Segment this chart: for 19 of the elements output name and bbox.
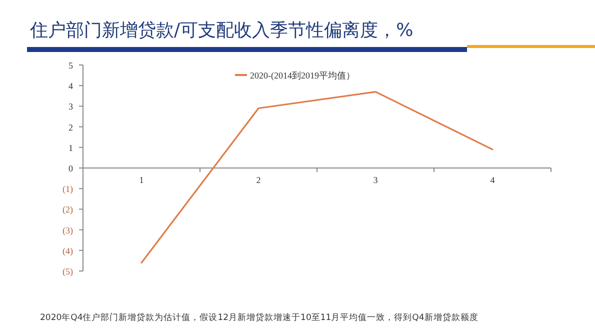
y-tick-label: 5 [68, 60, 74, 70]
y-tick-label: (5) [62, 266, 73, 276]
y-tick-label: 2 [68, 122, 73, 132]
x-tick-label: 4 [490, 175, 496, 185]
y-tick-label: 0 [68, 164, 74, 174]
y-tick-label: 1 [68, 142, 73, 153]
y-tick-label: (2) [62, 204, 73, 215]
x-tick-label: 2 [256, 175, 261, 185]
line-series [140, 90, 494, 264]
y-tick-label: (4) [62, 246, 73, 256]
legend-label: 2020-(2014到2019平均值） [250, 70, 355, 80]
x-tick-label: 3 [373, 175, 378, 185]
y-tick-label: 3 [68, 102, 74, 112]
y-tick-label: 4 [68, 81, 74, 92]
chart-title: 住户部门新增贷款/可支配收入季节性偏离度，% [29, 20, 414, 41]
y-tick-label: (1) [62, 184, 73, 194]
y-tick-label: (3) [62, 225, 73, 236]
x-tick-label: 1 [139, 175, 144, 185]
text: 2020年Q4住户部门新增贷款为估计值，假设12月新增贷款增速于10至11月平均值一致，得到Q4新增贷款额度 [40, 312, 478, 323]
